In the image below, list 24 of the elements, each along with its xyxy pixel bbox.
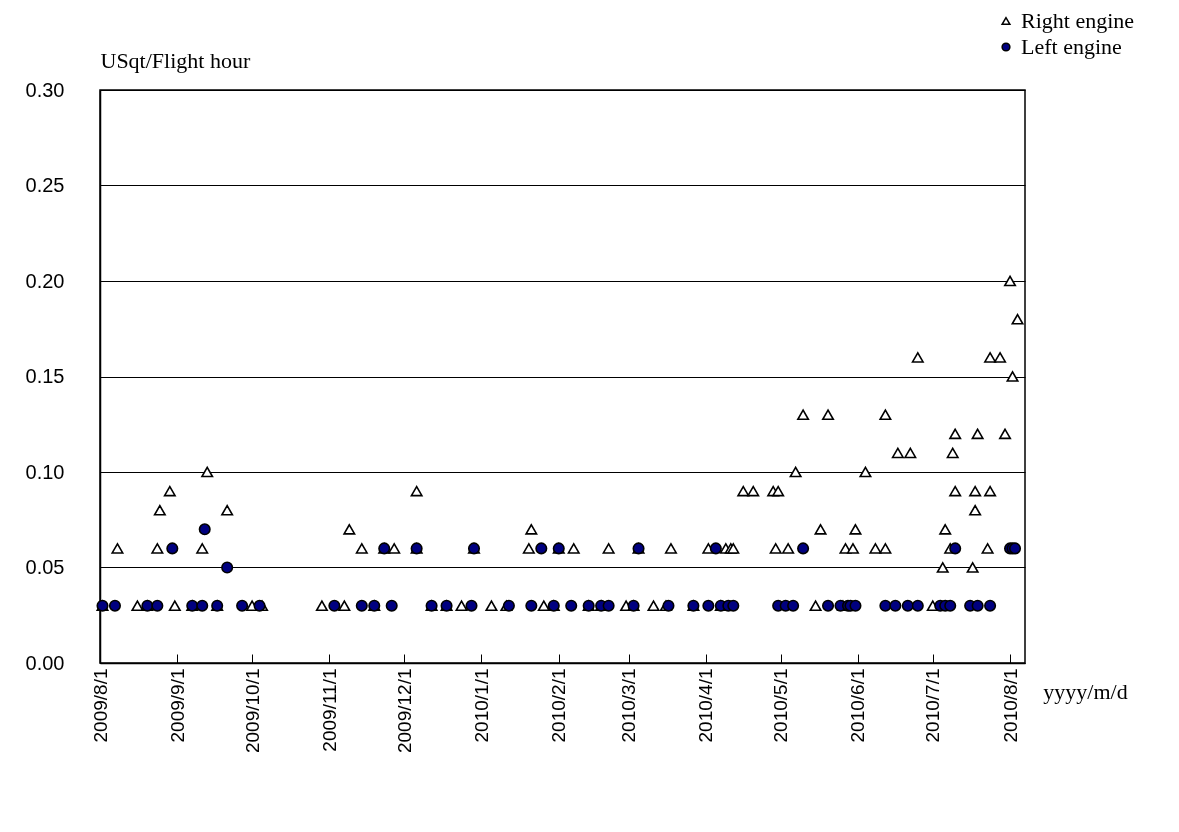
y-tick-label: 0.05: [25, 556, 65, 578]
x-tick-label: 2010/8/1: [999, 668, 1021, 743]
x-tick-label: 2010/7/1: [922, 668, 944, 743]
x-tick-label: 2009/12/1: [393, 668, 415, 754]
y-tick-label: 0.15: [25, 365, 65, 387]
x-tick-label: 2010/6/1: [847, 668, 869, 743]
x-tick-label: 2010/2/1: [548, 668, 570, 743]
x-tick-label: 2010/1/1: [470, 668, 492, 743]
x-tick-label: 2009/9/1: [166, 668, 188, 743]
x-tick-label: 2009/8/1: [89, 668, 111, 743]
y-axis-title: USqt/Flight hour: [100, 47, 251, 73]
y-tick-label: 0.00: [25, 651, 65, 674]
legend-label: Right engine: [1021, 8, 1135, 33]
x-tick-label: 2010/4/1: [695, 668, 717, 743]
y-tick-label: 0.30: [25, 78, 65, 101]
x-tick-label: 2009/10/1: [241, 668, 263, 754]
x-tick-label: 2010/3/1: [618, 668, 640, 743]
x-axis-title: yyyy/m/d: [1043, 678, 1128, 704]
y-tick-label: 0.25: [25, 174, 65, 196]
legend-label: Left engine: [1021, 34, 1122, 59]
y-tick-label: 0.10: [25, 460, 65, 483]
y-tick-label: 0.20: [25, 269, 65, 292]
x-tick-label: 2009/11/1: [318, 668, 340, 752]
x-tick-label: 2010/5/1: [770, 668, 792, 743]
